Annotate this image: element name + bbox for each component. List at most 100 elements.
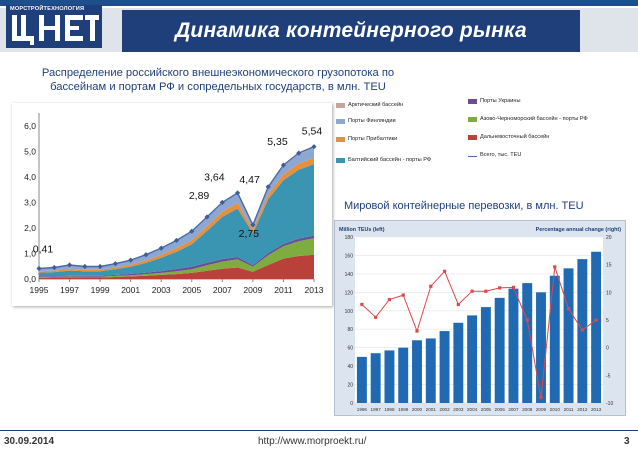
y-tick-label: 4,0 xyxy=(24,172,36,182)
x-tick-label: 1997 xyxy=(60,285,79,295)
legend-swatch xyxy=(336,103,345,108)
total-point xyxy=(51,264,57,271)
x-tick-label: 1996 xyxy=(357,407,368,412)
y-tick-label: 6,0 xyxy=(24,121,36,131)
legend-label: Дальневосточный бассейн xyxy=(480,134,550,140)
change-point xyxy=(374,315,378,319)
left-tick-label: 20 xyxy=(347,383,353,389)
x-tick-label: 2013 xyxy=(591,407,602,412)
x-tick-label: 2012 xyxy=(577,407,588,412)
company-name: МОРСТРОЙТЕХНОЛОГИЯ xyxy=(10,6,85,12)
right-tick-label: 0 xyxy=(606,346,609,352)
bar xyxy=(356,356,367,403)
left-tick-label: 180 xyxy=(345,235,354,241)
x-tick-label: 2001 xyxy=(426,407,437,412)
x-tick-label: 2009 xyxy=(536,407,547,412)
total-point xyxy=(82,263,88,270)
change-point xyxy=(387,297,392,302)
bar xyxy=(453,322,464,403)
bar xyxy=(398,347,409,403)
left-tick-label: 0 xyxy=(350,401,353,407)
legend-label: Всего, тыс. TEU xyxy=(480,152,522,158)
right-tick-label: 5 xyxy=(606,318,609,324)
russian-flow-chart-frame: 0,0 1,0 2,0 3,0 4,0 5,0 6,0 1995 1997 1999 2001 200… xyxy=(12,103,332,306)
data-label: 0,41 xyxy=(33,244,54,256)
left-tick-label: 60 xyxy=(347,346,353,352)
x-tick-label: 2005 xyxy=(481,407,492,412)
legend-swatch xyxy=(468,135,477,140)
world-chart-caption: Мировой контейнерные перевозки, в млн. T… xyxy=(344,200,584,212)
total-point xyxy=(280,162,287,168)
total-point xyxy=(219,199,225,205)
y-tick-label: 3,0 xyxy=(24,197,36,207)
x-tick-label: 1997 xyxy=(371,407,382,412)
bar xyxy=(549,275,560,403)
bar xyxy=(563,268,574,403)
right-tick-label: -10 xyxy=(606,401,613,407)
x-tick-label: 1999 xyxy=(91,285,110,295)
change-point xyxy=(401,293,405,297)
x-tick-label: 2001 xyxy=(121,285,140,295)
total-point xyxy=(250,222,256,228)
total-point xyxy=(66,262,73,268)
company-logo: МОРСТРОЙТЕХНОЛОГИЯ xyxy=(6,5,102,48)
x-tick-label: 2003 xyxy=(453,407,464,412)
legend-swatch xyxy=(336,119,345,124)
legend-label: Балтийский бассейн - порты РФ xyxy=(348,157,432,163)
right-axis-title: Percentage annual change (right) xyxy=(536,227,622,233)
x-tick-label: 2011 xyxy=(564,407,574,412)
total-point xyxy=(204,214,210,220)
total-point xyxy=(296,150,302,156)
x-tick-label: 2007 xyxy=(508,407,519,412)
total-point xyxy=(158,245,164,251)
plot-area xyxy=(355,237,603,403)
x-tick-label: 2003 xyxy=(152,285,171,295)
x-tick-label: 2013 xyxy=(305,285,324,295)
data-label: 3,64 xyxy=(204,171,225,183)
change-point xyxy=(442,269,447,273)
total-point xyxy=(235,190,241,196)
change-line xyxy=(361,266,597,398)
x-tick-label: 2004 xyxy=(467,407,478,412)
x-tick-label: 2000 xyxy=(412,407,423,412)
area-series-0 xyxy=(39,254,314,279)
left-axis-title: Million TEUs (left) xyxy=(339,227,385,233)
legend-label: Азово-Черноморский бассейн - порты РФ xyxy=(480,116,588,122)
footer-date: 30.09.2014 xyxy=(4,436,55,447)
x-tick-label: 2008 xyxy=(522,407,533,412)
legend-label: Порты Прибалтики xyxy=(348,136,398,142)
y-tick-label: 1,0 xyxy=(24,248,36,258)
bar xyxy=(370,353,381,403)
legend-swatch xyxy=(336,137,345,142)
legend-label: Порты Финляндии xyxy=(348,118,396,124)
legend-label: Порты Украины xyxy=(480,98,521,104)
left-tick-label: 40 xyxy=(347,364,353,370)
header-top-stripe xyxy=(0,0,638,6)
change-point xyxy=(498,286,502,290)
left-tick-label: 140 xyxy=(345,272,354,278)
bar xyxy=(439,331,450,403)
x-tick-label: 2011 xyxy=(274,285,293,295)
bar xyxy=(412,340,422,403)
slide-title-box: Динамика контейнерного рынка xyxy=(122,10,580,52)
x-tick-label: 2007 xyxy=(213,285,232,295)
y-tick-label: 5,0 xyxy=(24,146,36,156)
bar xyxy=(508,288,519,403)
x-tick-label: 2005 xyxy=(182,285,201,295)
x-tick-label: 2006 xyxy=(495,407,506,412)
slide-title: Динамика контейнерного рынка xyxy=(175,19,527,42)
bar xyxy=(536,292,546,403)
x-tick-label: 2009 xyxy=(243,285,262,295)
change-point xyxy=(484,289,488,293)
change-point xyxy=(511,285,516,289)
right-tick-label: -5 xyxy=(606,373,611,379)
footer-url[interactable]: http://www.morproekt.ru/ xyxy=(258,436,367,447)
change-point xyxy=(594,318,598,322)
logo-mark-icon xyxy=(12,15,99,45)
data-label: 4,47 xyxy=(239,174,260,186)
total-point xyxy=(97,263,103,270)
legend-swatch xyxy=(336,158,345,163)
bar xyxy=(467,315,478,403)
x-tick-label: 1998 xyxy=(384,407,395,412)
left-tick-label: 160 xyxy=(345,253,354,259)
